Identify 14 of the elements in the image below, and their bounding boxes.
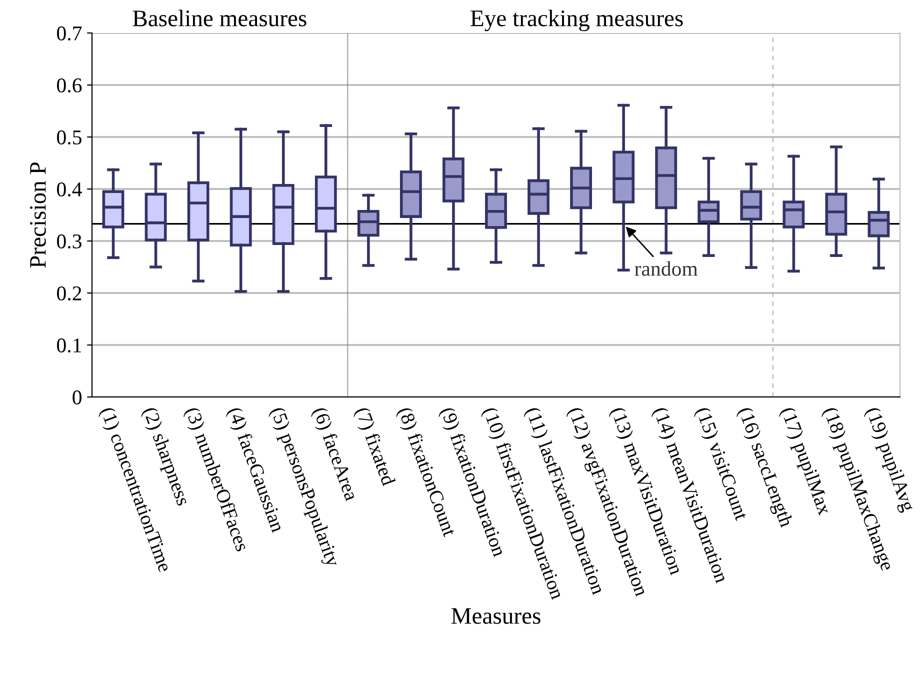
- y-tick-label: 0.2: [57, 286, 82, 301]
- text: Eye tracking measures: [470, 10, 683, 32]
- y-tick-label: 0.3: [57, 234, 82, 249]
- y-tick-label: 0.4: [57, 182, 82, 197]
- annotation: random: [634, 261, 698, 276]
- text: Baseline measures: [132, 10, 306, 26]
- y-tick-label: 0.7: [57, 26, 82, 41]
- y-tick-label: 0: [72, 390, 82, 404]
- x-tick-label: (7) fixated: [352, 406, 396, 488]
- y-tick-label: 0.6: [57, 78, 82, 93]
- x-axis-title: Measures: [451, 608, 540, 624]
- y-tick-label: 0.1: [57, 338, 82, 353]
- y-axis-title: Precision P: [30, 162, 46, 268]
- y-tick-label: 0.5: [57, 130, 82, 145]
